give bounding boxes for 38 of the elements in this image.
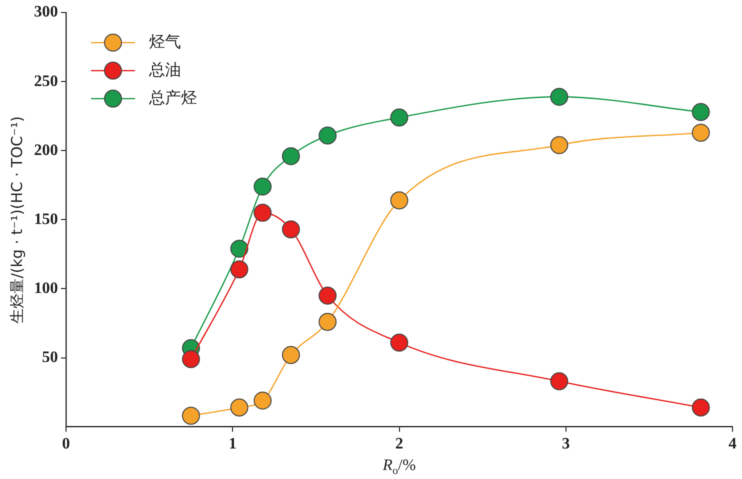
point <box>318 286 337 305</box>
point <box>550 372 568 390</box>
y-tick-label: 200 <box>34 142 58 159</box>
point <box>692 103 710 122</box>
point <box>230 398 248 416</box>
point <box>282 220 300 238</box>
point <box>390 191 408 210</box>
point <box>254 178 272 196</box>
x-tick-label: 4 <box>728 436 736 453</box>
point <box>182 350 200 368</box>
x-tick-label: 0 <box>62 436 70 453</box>
point <box>182 406 200 425</box>
point <box>692 398 710 416</box>
y-tick-label: 250 <box>34 72 58 90</box>
point <box>550 88 568 106</box>
point <box>692 124 710 142</box>
point <box>550 136 568 154</box>
point <box>390 108 408 127</box>
x-tick-label: 2 <box>395 436 404 453</box>
y-tick-label: 150 <box>34 210 58 228</box>
legend-label: 总油 <box>148 60 181 79</box>
y-axis-title: 生烃量/(kg · t⁻¹)(HC · TOC⁻¹) <box>8 116 26 324</box>
legend-label: 烃气 <box>149 32 181 51</box>
x-tick-label: 3 <box>562 436 570 453</box>
point <box>390 334 408 352</box>
point <box>230 240 248 258</box>
legend-label: 总产烃 <box>148 88 197 107</box>
point <box>282 147 300 166</box>
x-tick-label: 1 <box>228 436 237 453</box>
point <box>318 126 337 144</box>
y-tick-label: 100 <box>34 280 58 297</box>
point <box>254 204 272 222</box>
point <box>230 260 248 278</box>
point <box>254 392 272 410</box>
y-tick-label: 300 <box>34 4 58 21</box>
point <box>318 312 337 331</box>
point <box>282 346 300 364</box>
y-tick-label: 50 <box>42 348 58 366</box>
